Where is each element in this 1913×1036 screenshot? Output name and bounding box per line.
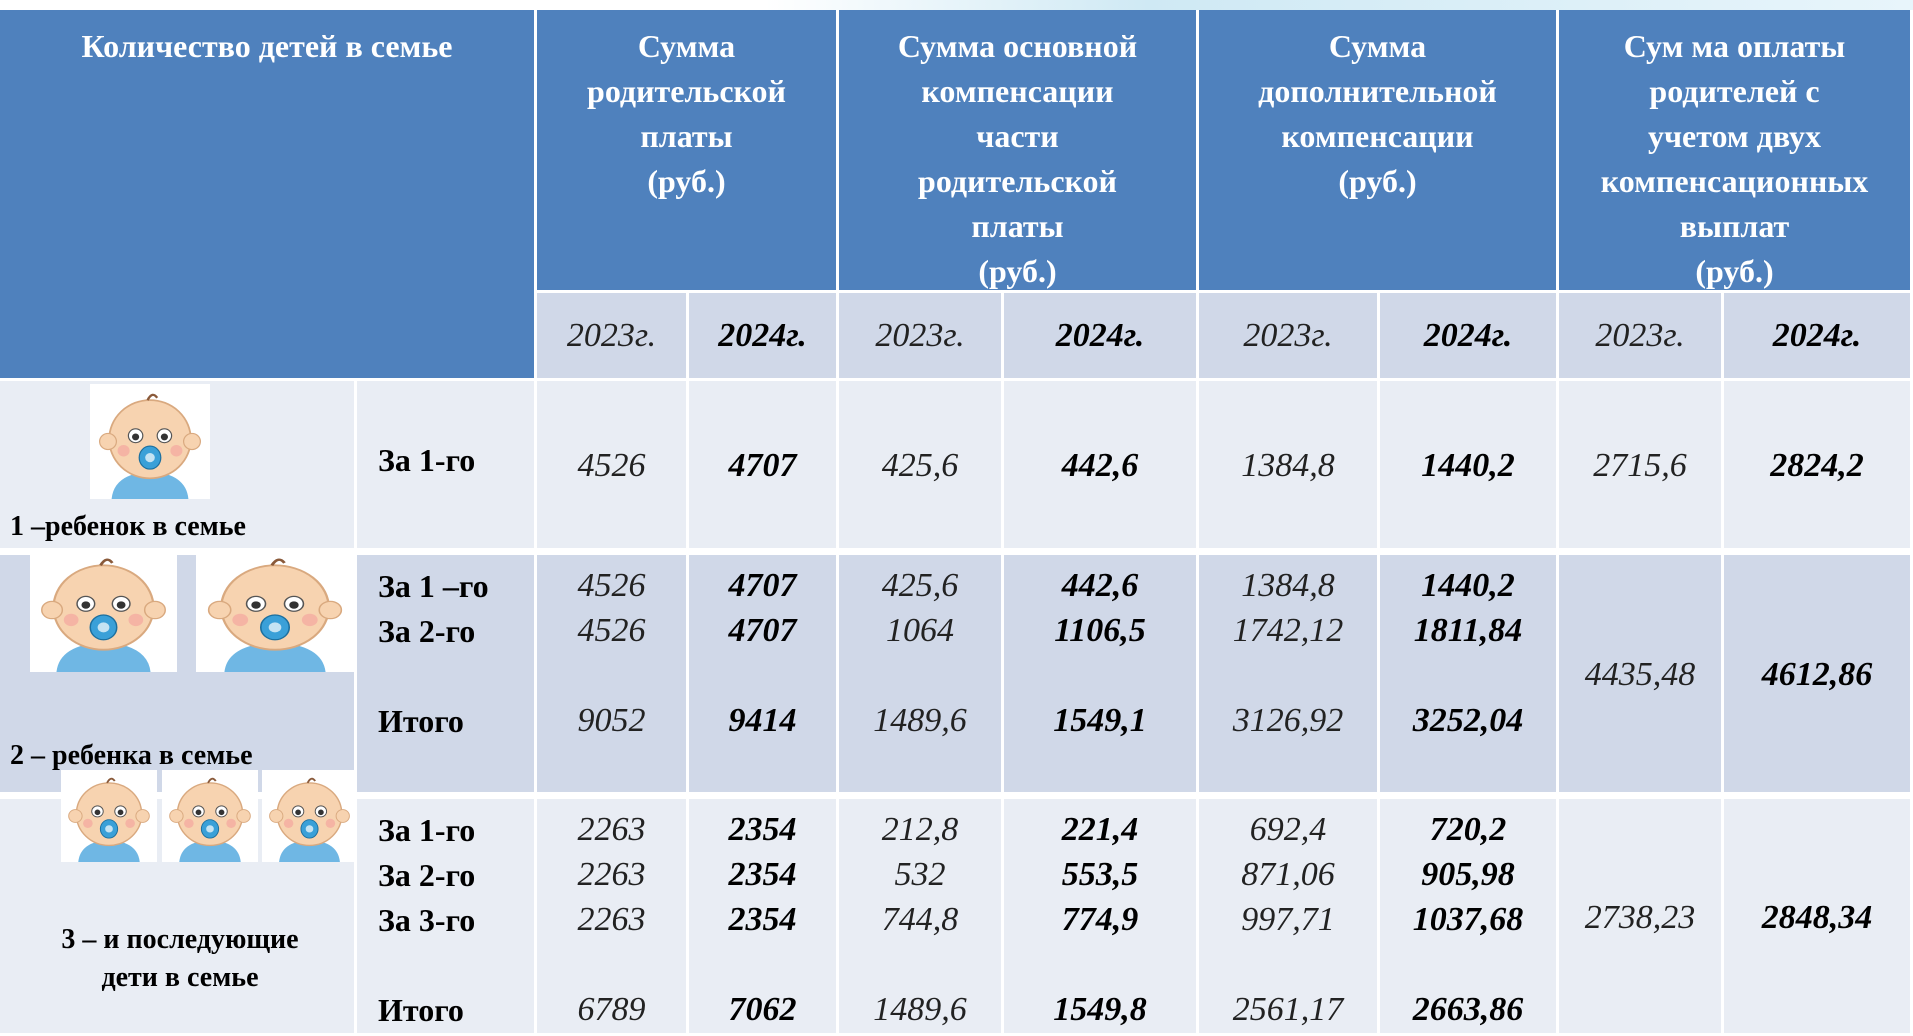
value: 2354 (689, 808, 836, 852)
baby-icon (90, 384, 210, 499)
value: 4526 (537, 564, 686, 608)
value: 4526 (537, 609, 686, 653)
baby-icon (30, 548, 177, 672)
value: 425,6 (839, 444, 1001, 488)
row-label: За 1-го (378, 808, 538, 852)
year-header: 2023г. (839, 293, 1001, 378)
value: 4707 (689, 444, 836, 488)
value: 553,5 (1004, 853, 1196, 897)
value: 1742,12 (1199, 609, 1377, 653)
baby-icon (162, 770, 258, 862)
row-label: Итого (378, 988, 538, 1032)
year-header: 2024г. (1380, 293, 1556, 378)
value: 2354 (689, 898, 836, 942)
value: 905,98 (1380, 853, 1556, 897)
value: 1106,5 (1004, 609, 1196, 653)
value: 2263 (537, 808, 686, 852)
baby-icon (196, 548, 354, 672)
header-cell: Количество детей в семье (0, 10, 534, 378)
total-value: 4612,86 (1724, 653, 1910, 697)
value: 6789 (537, 988, 686, 1032)
value: 532 (839, 853, 1001, 897)
top-strip (0, 0, 1913, 10)
baby-icon (262, 770, 357, 862)
year-header: 2023г. (1199, 293, 1377, 378)
value: 692,4 (1199, 808, 1377, 852)
year-header: 2024г. (1724, 293, 1910, 378)
value: 4526 (537, 444, 686, 488)
value: 442,6 (1004, 564, 1196, 608)
row-label: За 1 –го (378, 564, 538, 608)
value: 1384,8 (1199, 564, 1377, 608)
value: 720,2 (1380, 808, 1556, 852)
group-label: 3 – и последующие дети в семье (10, 921, 350, 997)
value: 1489,6 (839, 988, 1001, 1032)
column-header: Сумма родительской платы (руб.) (537, 10, 836, 290)
value: 7062 (689, 988, 836, 1032)
value: 3252,04 (1380, 699, 1556, 743)
year-header: 2023г. (1559, 293, 1721, 378)
value: 1489,6 (839, 699, 1001, 743)
value: 2263 (537, 898, 686, 942)
total-value: 2715,6 (1559, 444, 1721, 488)
column-header: Сумма основной компенсации части родител… (839, 10, 1196, 290)
total-value: 4435,48 (1559, 653, 1721, 697)
year-header: 2023г. (537, 293, 686, 378)
total-value: 2848,34 (1724, 896, 1910, 940)
value: 212,8 (839, 808, 1001, 852)
value: 425,6 (839, 564, 1001, 608)
value: 4707 (689, 609, 836, 653)
value: 3126,92 (1199, 699, 1377, 743)
total-value: 2824,2 (1724, 444, 1910, 488)
baby-icon (61, 770, 157, 862)
value: 744,8 (839, 898, 1001, 942)
value: 1549,8 (1004, 988, 1196, 1032)
value: 1549,1 (1004, 699, 1196, 743)
column-header: Сум ма оплаты родителей с учетом двух ко… (1559, 10, 1910, 290)
row-label: За 3-го (378, 898, 538, 942)
value: 9414 (689, 699, 836, 743)
value: 1440,2 (1380, 444, 1556, 488)
value: 774,9 (1004, 898, 1196, 942)
value: 221,4 (1004, 808, 1196, 852)
row-label: За 2-го (378, 609, 538, 653)
value: 2663,86 (1380, 988, 1556, 1032)
value: 9052 (537, 699, 686, 743)
value: 1440,2 (1380, 564, 1556, 608)
total-value: 2738,23 (1559, 896, 1721, 940)
year-header: 2024г. (1004, 293, 1196, 378)
value: 1037,68 (1380, 898, 1556, 942)
column-header: Сумма дополнительной компенсации (руб.) (1199, 10, 1556, 290)
row-label: Итого (378, 699, 538, 743)
value: 997,71 (1199, 898, 1377, 942)
year-header: 2024г. (689, 293, 836, 378)
value: 2263 (537, 853, 686, 897)
value: 2561,17 (1199, 988, 1377, 1032)
row-label: За 2-го (378, 853, 538, 897)
page: Количество детей в семьеСумма родительск… (0, 0, 1913, 1036)
value: 1811,84 (1380, 609, 1556, 653)
value: 442,6 (1004, 444, 1196, 488)
row-label: За 1-го (378, 438, 538, 482)
value: 2354 (689, 853, 836, 897)
group-label: 1 –ребенок в семье (10, 508, 350, 546)
value: 1384,8 (1199, 444, 1377, 488)
value: 871,06 (1199, 853, 1377, 897)
value: 1064 (839, 609, 1001, 653)
value: 4707 (689, 564, 836, 608)
